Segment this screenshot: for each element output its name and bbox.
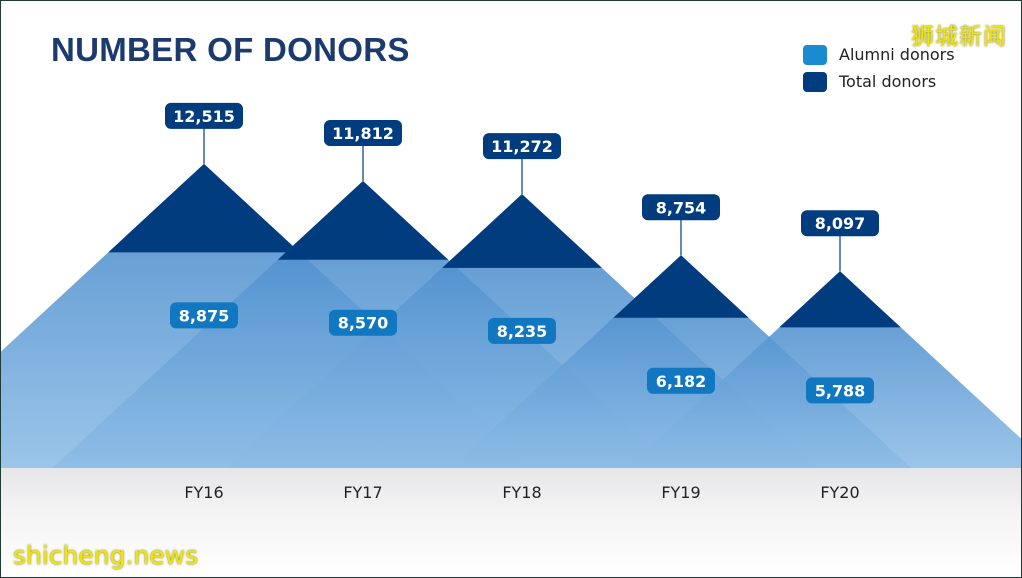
total-label-bg-fy17 bbox=[324, 119, 402, 146]
x-tick-fy17: FY17 bbox=[343, 483, 382, 502]
chart-floor bbox=[1, 468, 1021, 577]
alumni-label-fy17: 8,570 bbox=[338, 314, 389, 333]
legend-item-alumni: Alumni donors bbox=[803, 41, 955, 68]
x-tick-fy16: FY16 bbox=[184, 483, 223, 502]
total-label-fy16: 12,515 bbox=[173, 107, 235, 126]
total-label-bg-fy16 bbox=[165, 102, 243, 129]
alumni-label-fy19: 6,182 bbox=[656, 372, 707, 391]
alumni-label-bg-fy20 bbox=[806, 377, 874, 404]
x-tick-fy19: FY19 bbox=[661, 483, 700, 502]
alumni-label-bg-fy19 bbox=[647, 367, 715, 394]
legend-item-total: Total donors bbox=[803, 68, 955, 95]
legend-label-total: Total donors bbox=[839, 72, 937, 91]
total-label-bg-fy18 bbox=[483, 133, 561, 160]
total-label-fy17: 11,812 bbox=[332, 124, 394, 143]
total-tip-fy18 bbox=[442, 194, 602, 268]
mountain-fy20 bbox=[627, 271, 1021, 468]
alumni-label-fy20: 5,788 bbox=[815, 381, 866, 400]
alumni-label-bg-fy18 bbox=[488, 317, 556, 344]
total-label-fy18: 11,272 bbox=[491, 137, 553, 156]
legend-swatch-total bbox=[803, 71, 827, 92]
total-tip-fy17 bbox=[277, 180, 449, 260]
alumni-label-fy18: 8,235 bbox=[497, 322, 548, 341]
legend-swatch-alumni bbox=[803, 44, 827, 65]
total-label-bg-fy19 bbox=[642, 194, 720, 221]
x-tick-fy20: FY20 bbox=[820, 483, 859, 502]
total-tip-fy20 bbox=[779, 271, 901, 328]
total-label-fy19: 8,754 bbox=[656, 198, 707, 217]
total-label-fy20: 8,097 bbox=[815, 214, 866, 233]
alumni-label-fy16: 8,875 bbox=[179, 306, 230, 325]
total-label-bg-fy20 bbox=[801, 210, 879, 237]
total-tip-fy16 bbox=[108, 163, 300, 253]
alumni-label-bg-fy17 bbox=[329, 309, 397, 336]
legend-label-alumni: Alumni donors bbox=[839, 45, 955, 64]
chart-title: NUMBER OF DONORS bbox=[51, 31, 410, 68]
x-tick-fy18: FY18 bbox=[502, 483, 541, 502]
legend: Alumni donors Total donors bbox=[803, 41, 955, 95]
watermark-chinese: 狮城新闻 bbox=[911, 24, 1007, 50]
alumni-label-bg-fy16 bbox=[170, 302, 238, 329]
watermark-site: shicheng.news bbox=[13, 541, 199, 570]
total-tip-fy19 bbox=[613, 255, 749, 318]
